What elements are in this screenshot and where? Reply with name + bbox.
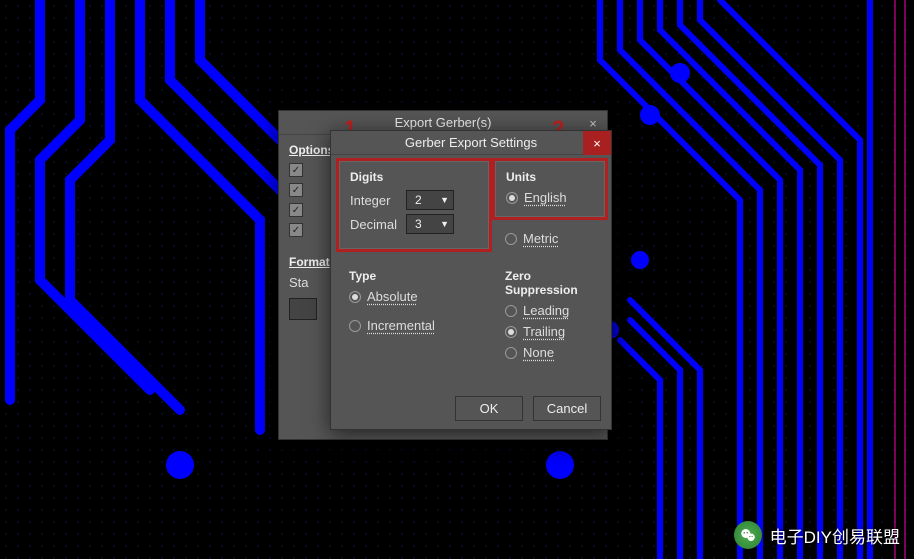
zero-trailing-label: Trailing: [523, 324, 565, 339]
integer-value: 2: [415, 193, 422, 207]
gerber-export-settings-dialog: Gerber Export Settings × Digits Integer …: [330, 130, 612, 430]
decimal-dropdown[interactable]: 3 ▼: [406, 214, 454, 234]
zero-trailing-radio[interactable]: Trailing: [505, 324, 595, 339]
units-heading: Units: [506, 170, 594, 184]
format-start-label: Sta: [289, 275, 309, 290]
digits-group: Digits Integer 2 ▼ Decimal 3 ▼: [339, 161, 489, 249]
zero-heading: Zero Suppression: [505, 269, 595, 297]
chevron-down-icon: ▼: [440, 195, 449, 205]
type-heading: Type: [349, 269, 479, 283]
units-metric-label: Metric: [523, 231, 558, 246]
zero-leading-radio[interactable]: Leading: [505, 303, 595, 318]
zero-leading-label: Leading: [523, 303, 569, 318]
export-gerbers-title: Export Gerber(s): [395, 115, 492, 130]
watermark: 电子DIY创易联盟: [734, 521, 900, 549]
zero-none-label: None: [523, 345, 554, 360]
decimal-label: Decimal: [350, 217, 398, 232]
type-absolute-label: Absolute: [367, 289, 418, 304]
options-heading: Options: [289, 143, 334, 157]
units-english-label: English: [524, 190, 567, 205]
format-heading: Format: [289, 255, 330, 269]
type-incremental-radio[interactable]: Incremental: [349, 318, 479, 333]
integer-dropdown[interactable]: 2 ▼: [406, 190, 454, 210]
digits-heading: Digits: [350, 170, 478, 184]
type-group: Type Absolute Incremental: [339, 261, 489, 343]
gerber-settings-titlebar: Gerber Export Settings ×: [331, 131, 611, 155]
units-english-radio[interactable]: English: [506, 190, 594, 205]
zero-none-radio[interactable]: None: [505, 345, 595, 360]
close-button[interactable]: ×: [583, 131, 611, 155]
units-group: Units English: [495, 161, 605, 217]
cancel-button[interactable]: Cancel: [533, 396, 601, 421]
watermark-text: 电子DIY创易联盟: [770, 523, 900, 548]
ok-button[interactable]: OK: [455, 396, 523, 421]
gerber-settings-title: Gerber Export Settings: [405, 135, 537, 150]
type-incremental-label: Incremental: [367, 318, 435, 333]
wechat-icon: [734, 521, 762, 549]
zero-suppression-group: Zero Suppression Leading Trailing None: [495, 261, 605, 371]
units-metric-radio[interactable]: Metric: [505, 231, 558, 246]
integer-label: Integer: [350, 193, 398, 208]
format-field[interactable]: [289, 298, 317, 320]
chevron-down-icon: ▼: [440, 219, 449, 229]
type-absolute-radio[interactable]: Absolute: [349, 289, 479, 304]
decimal-value: 3: [415, 217, 422, 231]
